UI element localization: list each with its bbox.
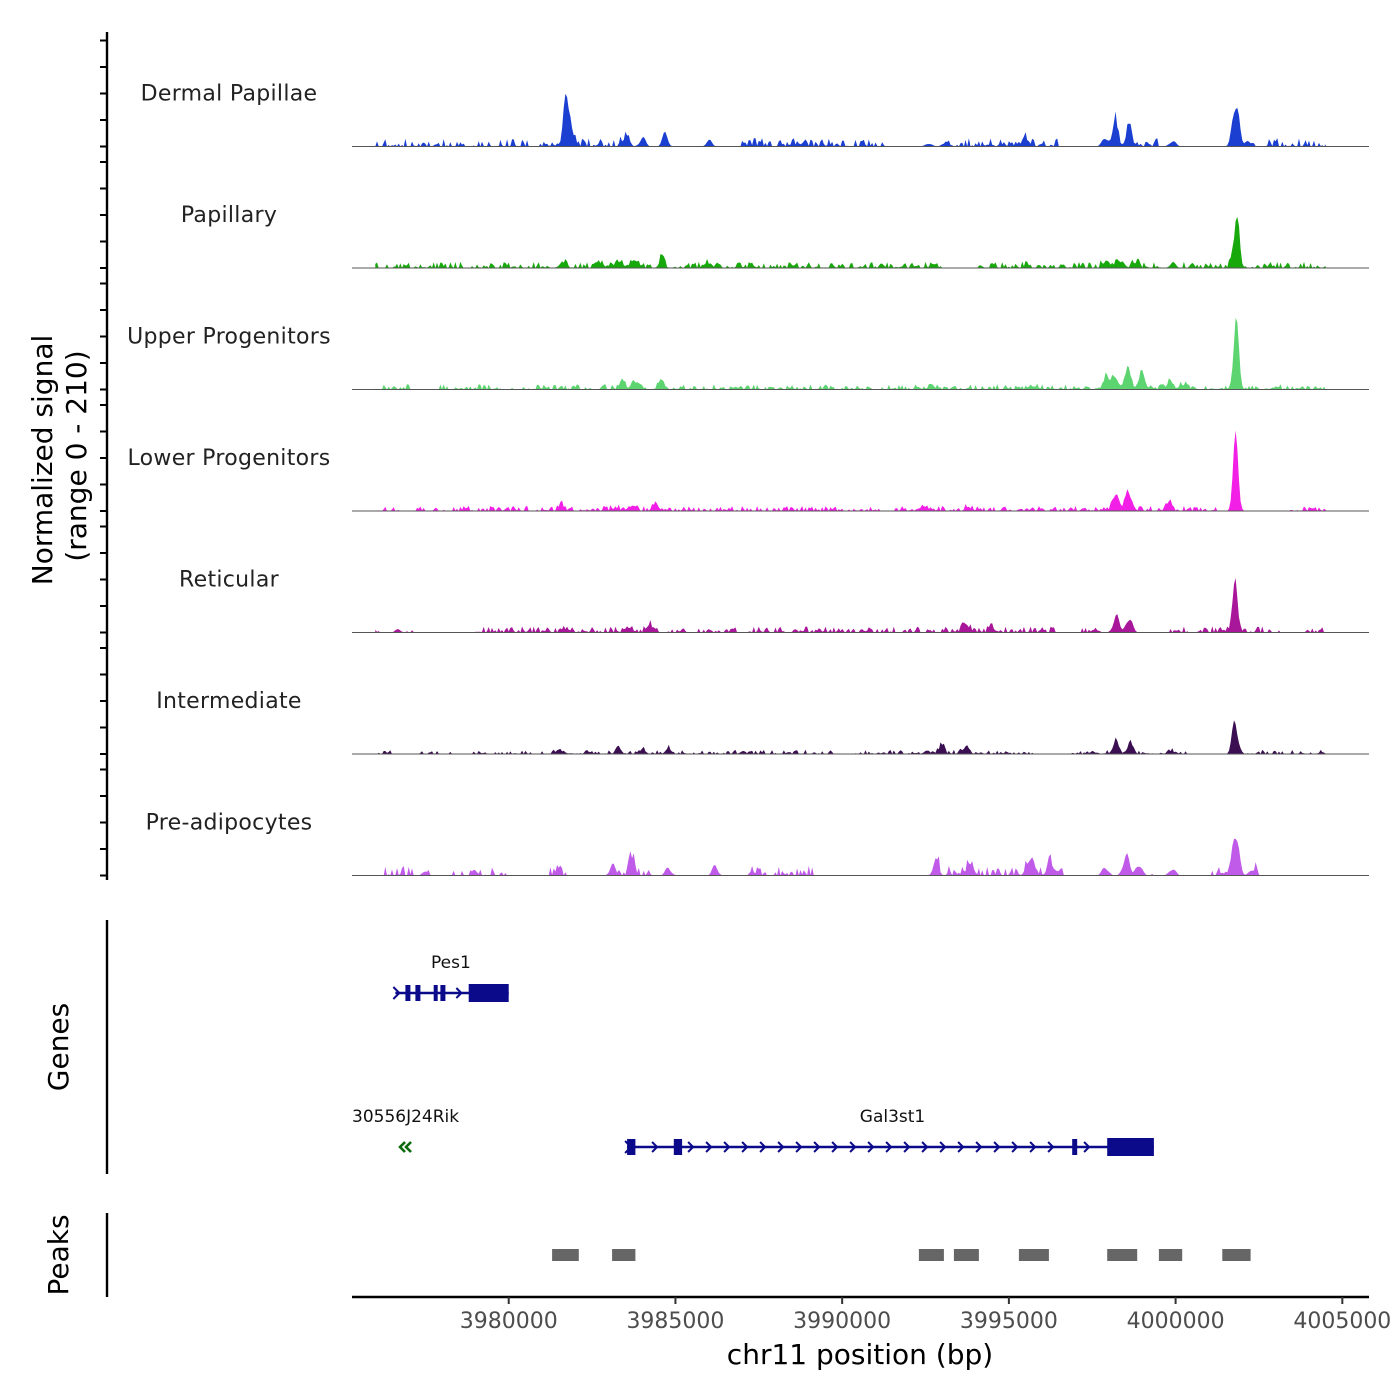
gene-label: Gal3st1	[860, 1107, 925, 1127]
signal-y-axis-range: (range 0 - 210)	[60, 350, 93, 561]
gene-exon	[627, 1139, 636, 1155]
strand-arrow	[1083, 1141, 1091, 1153]
gene-30556j24rik: 30556J24Rik	[352, 1107, 459, 1153]
track-reticular: Reticular	[179, 568, 1369, 633]
strand-arrow	[795, 1141, 803, 1153]
signal-y-axis-title: Normalized signal	[26, 335, 59, 586]
x-tick-label: 3990000	[793, 1309, 891, 1334]
track-upper-progenitors: Upper Progenitors	[127, 317, 1369, 390]
strand-arrow	[398, 1141, 406, 1153]
track-label: Reticular	[179, 568, 280, 593]
signal-area	[375, 216, 1326, 268]
peak-region	[552, 1249, 579, 1261]
strand-arrow	[921, 1141, 929, 1153]
strand-arrow	[651, 1141, 659, 1153]
peak-region	[1158, 1249, 1183, 1261]
genes-panel-title: Genes	[42, 1003, 75, 1091]
peak-region	[1222, 1249, 1251, 1261]
gene-gal3st1: Gal3st1	[624, 1107, 1154, 1156]
peaks-panel-title: Peaks	[42, 1214, 75, 1295]
gene-exon	[440, 985, 446, 1001]
gene-exon	[1072, 1139, 1078, 1155]
track-label: Dermal Papillae	[141, 82, 318, 107]
track-papillary: Papillary	[181, 203, 1369, 269]
gene-label: 30556J24Rik	[352, 1107, 459, 1127]
peak-region	[953, 1249, 979, 1261]
peaks-panel: Peaks	[42, 1213, 1251, 1297]
x-axis-ticks: 3980000 3985000 3990000 3995000 4000000 40050…	[460, 1297, 1391, 1334]
x-tick-label: 3995000	[960, 1309, 1058, 1334]
strand-arrow	[741, 1141, 749, 1153]
peak-region	[1018, 1249, 1049, 1261]
gene-exon	[405, 985, 411, 1001]
track-label: Pre-adipocytes	[146, 811, 313, 836]
signal-area	[375, 578, 1326, 633]
strand-arrow	[723, 1141, 731, 1153]
track-label: Lower Progenitors	[127, 446, 330, 471]
strand-arrow	[1047, 1141, 1055, 1153]
x-tick-label: 3985000	[626, 1309, 724, 1334]
signal-y-axis-ticks	[100, 39, 107, 877]
track-label: Papillary	[181, 203, 277, 228]
strand-arrow	[831, 1141, 839, 1153]
gene-exon	[415, 985, 421, 1001]
strand-arrow	[759, 1141, 767, 1153]
track-dermal-papillae: Dermal Papillae	[141, 82, 1369, 147]
peak-regions	[552, 1249, 1251, 1261]
gene-label: Pes1	[431, 953, 471, 973]
strand-arrow	[1011, 1141, 1019, 1153]
signal-panel: Normalized signal (range 0 - 210) Dermal…	[26, 32, 1369, 880]
peak-region	[612, 1249, 636, 1261]
signal-area	[375, 720, 1326, 754]
strand-arrow	[993, 1141, 1001, 1153]
x-tick-label: 3980000	[460, 1309, 558, 1334]
x-axis-title: chr11 position (bp)	[727, 1338, 993, 1371]
x-tick-label: 4000000	[1127, 1309, 1225, 1334]
track-label: Intermediate	[156, 689, 302, 714]
signal-area	[375, 430, 1326, 511]
strand-arrow	[939, 1141, 947, 1153]
gene-exon	[673, 1139, 683, 1155]
strand-arrow	[705, 1141, 713, 1153]
signal-area	[375, 838, 1326, 876]
gene-exon	[433, 985, 438, 1001]
signal-tracks: Dermal Papillae Papillary Upper Progenitor…	[127, 82, 1369, 876]
track-label: Upper Progenitors	[127, 325, 331, 350]
peak-region	[1107, 1249, 1138, 1261]
x-axis: 3980000 3985000 3990000 3995000 4000000 40050…	[352, 1295, 1391, 1371]
signal-area	[375, 93, 1326, 147]
strand-arrow	[813, 1141, 821, 1153]
strand-arrow	[1029, 1141, 1037, 1153]
strand-arrow	[957, 1141, 965, 1153]
strand-arrow	[392, 986, 401, 1000]
strand-arrow	[885, 1141, 893, 1153]
genes-panel: Genes Pes1 30556J24Rik Gal3st1	[42, 920, 1154, 1174]
track-intermediate: Intermediate	[156, 689, 1369, 755]
signal-area	[375, 317, 1326, 390]
gene-exon	[468, 984, 509, 1002]
gene-pes1: Pes1	[392, 953, 509, 1002]
x-tick-label: 4005000	[1293, 1309, 1391, 1334]
track-pre-adipocytes: Pre-adipocytes	[146, 811, 1369, 876]
strand-arrow	[687, 1141, 695, 1153]
strand-arrow	[455, 987, 463, 999]
gene-models: Pes1 30556J24Rik Gal3st1	[352, 953, 1154, 1156]
strand-arrow	[975, 1141, 983, 1153]
gene-exon	[1107, 1138, 1154, 1156]
strand-arrow	[404, 1141, 412, 1153]
track-lower-progenitors: Lower Progenitors	[127, 430, 1369, 512]
strand-arrow	[777, 1141, 785, 1153]
strand-arrow	[867, 1141, 875, 1153]
strand-arrow	[849, 1141, 857, 1153]
peak-region	[918, 1249, 944, 1261]
strand-arrow	[903, 1141, 911, 1153]
